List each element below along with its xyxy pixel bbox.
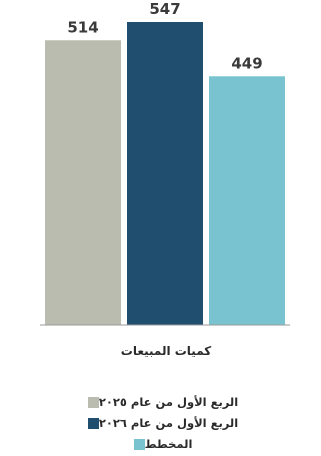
legend-label-planned: المخطط xyxy=(144,437,193,451)
legend-item-planned: المخطط xyxy=(60,435,260,453)
value-labels-group: 514 547 449 xyxy=(67,0,262,72)
legend-swatch-2025 xyxy=(87,396,99,408)
bars-group xyxy=(45,22,285,326)
category-label: كميات المبيعات xyxy=(121,344,211,358)
legend-label-2026: الربع الأول من عام ٢٠٢٦ xyxy=(98,416,239,430)
legend-swatch-2026 xyxy=(87,417,99,429)
value-label-2026: 547 xyxy=(149,0,180,18)
legend-swatch-planned xyxy=(133,438,145,450)
value-label-planned: 449 xyxy=(231,54,262,72)
bar-planned xyxy=(209,76,285,326)
legend-label-2025: الربع الأول من عام ٢٠٢٥ xyxy=(98,395,239,409)
value-label-2025: 514 xyxy=(67,18,98,36)
bar-chart: 514 547 449 كميات المبيعات xyxy=(40,0,290,358)
bar-2026 xyxy=(127,22,203,325)
legend-item-2026: الربع الأول من عام ٢٠٢٦ xyxy=(60,414,260,432)
legend-item-2025: الربع الأول من عام ٢٠٢٥ xyxy=(60,393,260,411)
bar-2025 xyxy=(45,40,121,325)
